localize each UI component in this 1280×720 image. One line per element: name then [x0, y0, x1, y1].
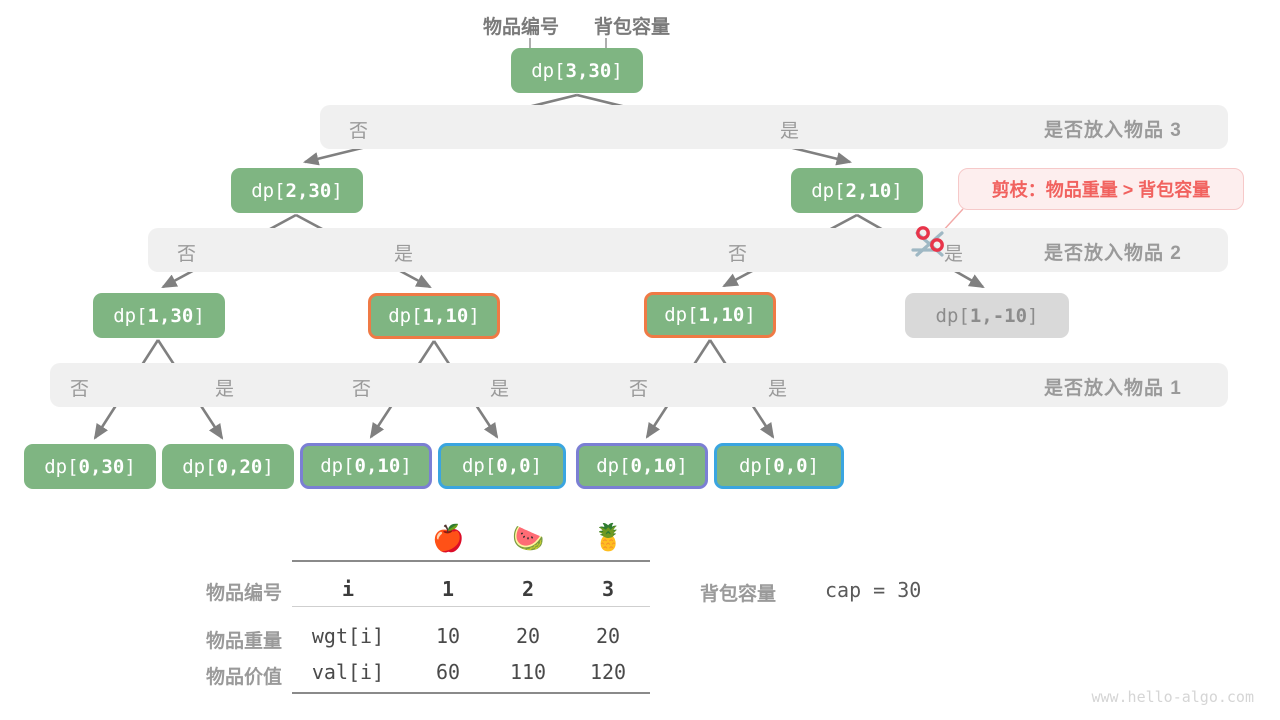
node-text-prefix: dp[ — [664, 304, 699, 326]
bag-capacity-annotation: 背包容量 — [594, 17, 671, 38]
table-cell-index-2: 2 — [521, 577, 535, 601]
apple-emoji: 🍎 — [432, 523, 465, 553]
node-text-suffix: ] — [530, 455, 543, 477]
tree-node-dp-1-10-left[interactable]: dp[1,10] — [368, 293, 500, 339]
table-row-label-item-value: 物品价值 — [205, 667, 282, 688]
capacity-value: cap = 30 — [825, 578, 922, 602]
table-cell-wgt-3: 20 — [595, 624, 621, 648]
decision-band-item-2 — [148, 228, 1228, 272]
node-text-value: 1,10 — [422, 305, 469, 327]
decision-band-item-3 — [320, 105, 1228, 149]
watermelon-emoji: 🍉 — [512, 523, 545, 553]
branch-label-no-1b: 否 — [352, 379, 372, 400]
node-text-suffix: ] — [262, 455, 274, 478]
table-rule-mid — [292, 606, 650, 608]
node-text-prefix: dp[ — [388, 305, 423, 327]
node-text-suffix: ] — [400, 455, 412, 477]
table-cell-index-3: 3 — [601, 577, 615, 601]
node-text-prefix: dp[ — [182, 455, 217, 478]
table-cell-val-1: 60 — [435, 660, 461, 684]
table-cell-wgt-2: 20 — [515, 624, 541, 648]
node-text-value: 2,10 — [845, 179, 892, 202]
branch-label-no-1a: 否 — [70, 379, 90, 400]
node-text-prefix: dp[ — [461, 455, 497, 477]
node-text-suffix: ] — [744, 304, 756, 326]
branch-label-no-2a: 否 — [177, 244, 197, 265]
table-row-label-item-weight: 物品重量 — [205, 631, 282, 652]
branch-label-yes-1b: 是 — [490, 379, 510, 400]
node-text-prefix: dp[ — [44, 455, 79, 478]
node-text-suffix: ] — [611, 59, 623, 82]
tree-node-dp-3-30[interactable]: dp[3,30] — [511, 48, 643, 93]
tree-node-dp-1-10-right[interactable]: dp[1,10] — [644, 292, 776, 338]
node-text-suffix: ] — [891, 179, 903, 202]
capacity-label: 背包容量 — [700, 584, 777, 605]
tree-node-dp-0-10-left[interactable]: dp[0,10] — [300, 443, 432, 489]
node-text-suffix: ] — [676, 455, 688, 477]
tree-node-dp-2-30[interactable]: dp[2,30] — [231, 168, 363, 213]
node-text-value: 0,0 — [773, 455, 808, 477]
node-text-value: 1,-10 — [969, 304, 1028, 327]
node-text-value: 0,30 — [78, 455, 125, 478]
node-text-suffix: ] — [1027, 304, 1039, 327]
branch-label-yes-1a: 是 — [215, 379, 235, 400]
branch-label-no-2b: 否 — [728, 244, 748, 265]
decision-band-label-1: 是否放入物品 1 — [1044, 378, 1182, 399]
table-cell-val-3: 120 — [589, 660, 627, 684]
node-text-prefix: dp[ — [738, 455, 774, 477]
branch-label-yes-2a: 是 — [394, 244, 414, 265]
node-text-prefix: dp[ — [596, 455, 631, 477]
table-cell-key-wgt: wgt[i] — [311, 624, 385, 648]
site-watermark: www.hello-algo.com — [1091, 688, 1254, 706]
scissors-icon — [908, 224, 952, 264]
decision-band-label-2: 是否放入物品 2 — [1044, 243, 1182, 264]
branch-label-yes-2b: 是 — [944, 244, 964, 265]
tree-node-dp-0-0-left[interactable]: dp[0,0] — [438, 443, 566, 489]
node-text-prefix: dp[ — [251, 179, 286, 202]
table-cell-wgt-1: 10 — [435, 624, 461, 648]
node-text-value: 2,30 — [285, 179, 332, 202]
table-cell-val-2: 110 — [509, 660, 547, 684]
node-text-value: 1,30 — [147, 304, 194, 327]
branch-label-yes-1c: 是 — [768, 379, 788, 400]
node-text-value: 0,10 — [630, 455, 677, 477]
node-text-suffix: ] — [124, 455, 136, 478]
branch-label-no-1c: 否 — [629, 379, 649, 400]
node-text-value: 0,0 — [496, 455, 531, 477]
decision-band-item-1 — [50, 363, 1228, 407]
node-text-value: 0,20 — [216, 455, 263, 478]
node-text-value: 0,10 — [354, 455, 401, 477]
branch-label-yes-3a: 是 — [780, 121, 800, 142]
node-text-suffix: ] — [468, 305, 480, 327]
tree-node-dp-0-0-right[interactable]: dp[0,0] — [714, 443, 844, 489]
item-index-annotation: 物品编号 — [483, 17, 560, 38]
table-cell-key-i: i — [341, 577, 355, 601]
decision-band-label-3: 是否放入物品 3 — [1044, 120, 1182, 141]
node-text-suffix: ] — [331, 179, 343, 202]
node-text-prefix: dp[ — [531, 59, 566, 82]
node-text-prefix: dp[ — [935, 304, 970, 327]
tree-node-dp-0-30[interactable]: dp[0,30] — [24, 444, 156, 489]
pineapple-emoji: 🍍 — [592, 522, 625, 552]
table-cell-key-val: val[i] — [311, 660, 385, 684]
node-text-prefix: dp[ — [811, 179, 846, 202]
tree-node-dp-1-30[interactable]: dp[1,30] — [93, 293, 225, 338]
node-text-prefix: dp[ — [320, 455, 355, 477]
branch-label-no-3a: 否 — [349, 121, 369, 142]
tree-node-dp-0-20[interactable]: dp[0,20] — [162, 444, 294, 489]
node-text-value: 1,10 — [698, 304, 745, 326]
prune-callout: 剪枝：物品重量 > 背包容量 — [958, 168, 1244, 210]
node-text-value: 3,30 — [565, 59, 612, 82]
node-text-suffix: ] — [807, 455, 820, 477]
table-cell-index-1: 1 — [441, 577, 455, 601]
table-rule-top — [292, 560, 650, 562]
tree-node-dp-1-minus10-pruned[interactable]: dp[1,-10] — [905, 293, 1069, 338]
table-row-label-item-index: 物品编号 — [205, 583, 282, 604]
node-text-suffix: ] — [193, 304, 205, 327]
table-rule-bottom — [292, 692, 650, 694]
tree-node-dp-0-10-right[interactable]: dp[0,10] — [576, 443, 708, 489]
node-text-prefix: dp[ — [113, 304, 148, 327]
tree-node-dp-2-10[interactable]: dp[2,10] — [791, 168, 923, 213]
